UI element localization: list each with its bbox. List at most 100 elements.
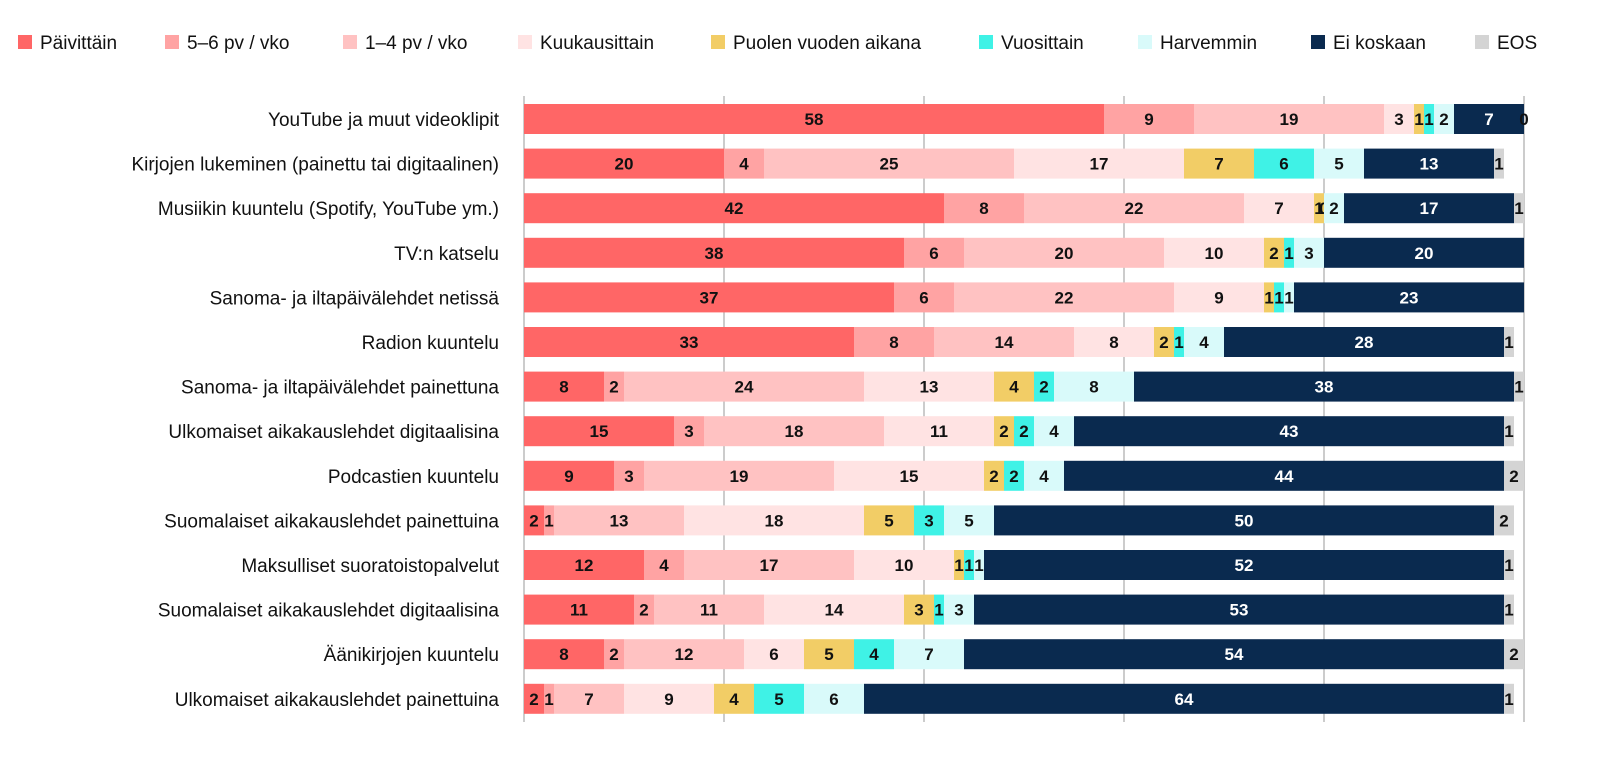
bar-segment <box>964 550 974 580</box>
data-label: 2 <box>639 601 648 620</box>
data-label: 2 <box>529 690 538 709</box>
data-label: 13 <box>920 378 939 397</box>
data-label: 1 <box>974 556 983 575</box>
data-label: 20 <box>1055 244 1074 263</box>
data-label: 23 <box>1400 288 1419 307</box>
bar-segment <box>994 505 1494 536</box>
bar-segment <box>524 104 1104 134</box>
data-label: 9 <box>564 467 573 486</box>
bar-segment <box>1264 237 1284 268</box>
data-label: 4 <box>659 556 669 575</box>
bar-segment <box>724 148 764 179</box>
bar-segment <box>684 550 854 580</box>
bar-segment <box>1034 416 1074 447</box>
bar-segment <box>854 327 934 357</box>
data-label: 4 <box>729 690 739 709</box>
bar-segment <box>944 505 994 536</box>
bar-segment <box>1054 371 1134 402</box>
data-label: 5 <box>824 645 833 664</box>
data-label: 1 <box>954 556 963 575</box>
bar-segment <box>984 460 1004 491</box>
data-label: 13 <box>610 511 629 530</box>
data-label: 4 <box>1049 422 1059 441</box>
data-label: 52 <box>1235 556 1254 575</box>
category-label: Radion kuuntelu <box>362 333 499 354</box>
data-label: 38 <box>1315 378 1334 397</box>
bar-segment <box>544 683 554 714</box>
bar-segment <box>1264 282 1274 313</box>
data-label: 3 <box>1394 110 1403 129</box>
bar-segment <box>1494 148 1504 179</box>
data-label: 1 <box>1284 244 1293 263</box>
bar-segment <box>1504 683 1514 714</box>
data-label: 12 <box>575 556 594 575</box>
data-label: 2 <box>1439 110 1448 129</box>
legend-swatch <box>979 35 993 49</box>
bar-segment <box>1514 193 1524 224</box>
bar-segment <box>524 371 604 402</box>
bar-segment <box>1504 550 1514 580</box>
category-label: Maksulliset suoratoistopalvelut <box>241 556 499 577</box>
data-label: 4 <box>1039 467 1049 486</box>
bar-segment <box>994 371 1034 402</box>
data-label: 19 <box>1280 110 1299 129</box>
category-label: Ulkomaiset aikakauslehdet digitaalisina <box>168 422 499 443</box>
legend-label: Kuukausittain <box>540 33 654 54</box>
bar-segment <box>604 371 624 402</box>
bar-segment <box>884 416 994 447</box>
data-label: 43 <box>1280 422 1299 441</box>
bar-segment <box>1344 193 1514 224</box>
bar-segment <box>1184 327 1224 357</box>
data-label: 1 <box>934 601 943 620</box>
bar-segment <box>854 550 954 580</box>
bar-segment <box>764 148 1014 179</box>
data-label: 1 <box>1504 601 1513 620</box>
data-label: 11 <box>930 422 948 441</box>
data-label: 2 <box>1499 511 1508 530</box>
bar-segment <box>804 639 854 670</box>
bar-segment <box>1224 327 1504 357</box>
bar-segment <box>1454 104 1524 134</box>
data-label: 2 <box>609 378 618 397</box>
data-label: 2 <box>1269 244 1278 263</box>
data-label: 2 <box>1039 378 1048 397</box>
data-label: 4 <box>1009 378 1019 397</box>
bar-segment <box>974 594 1504 625</box>
bar-segment <box>834 460 984 491</box>
data-label: 19 <box>730 467 749 486</box>
category-label: TV:n katselu <box>394 244 499 265</box>
data-label: 1 <box>964 556 973 575</box>
data-label: 8 <box>559 378 568 397</box>
data-label: 3 <box>684 422 693 441</box>
data-label: 37 <box>700 288 719 307</box>
data-label: 9 <box>1214 288 1223 307</box>
bar-segment <box>1284 237 1294 268</box>
bar-segment <box>524 282 894 313</box>
legend-swatch <box>1311 35 1325 49</box>
data-label: 54 <box>1225 645 1244 664</box>
bar-segment <box>974 550 984 580</box>
data-label: 8 <box>979 199 988 218</box>
bar-segment <box>634 594 654 625</box>
data-label: 17 <box>1420 199 1439 218</box>
data-label: 9 <box>664 690 673 709</box>
data-label: 7 <box>1214 155 1223 174</box>
data-label: 24 <box>735 378 754 397</box>
data-label: 9 <box>1144 110 1153 129</box>
bar-segment <box>1504 327 1514 357</box>
bar-segment <box>864 505 914 536</box>
bar-segment <box>1294 282 1524 313</box>
data-label: 11 <box>570 601 588 620</box>
bar-segment <box>1434 104 1454 134</box>
legend-swatch <box>1475 35 1489 49</box>
data-label: 8 <box>1089 378 1098 397</box>
data-label: 2 <box>1329 199 1338 218</box>
bar-segment <box>524 416 674 447</box>
data-label: 4 <box>869 645 879 664</box>
data-label: 7 <box>1484 110 1493 129</box>
bar-segment <box>524 505 544 536</box>
bar-segment <box>1184 148 1254 179</box>
data-label: 3 <box>624 467 633 486</box>
data-label: 18 <box>765 511 784 530</box>
